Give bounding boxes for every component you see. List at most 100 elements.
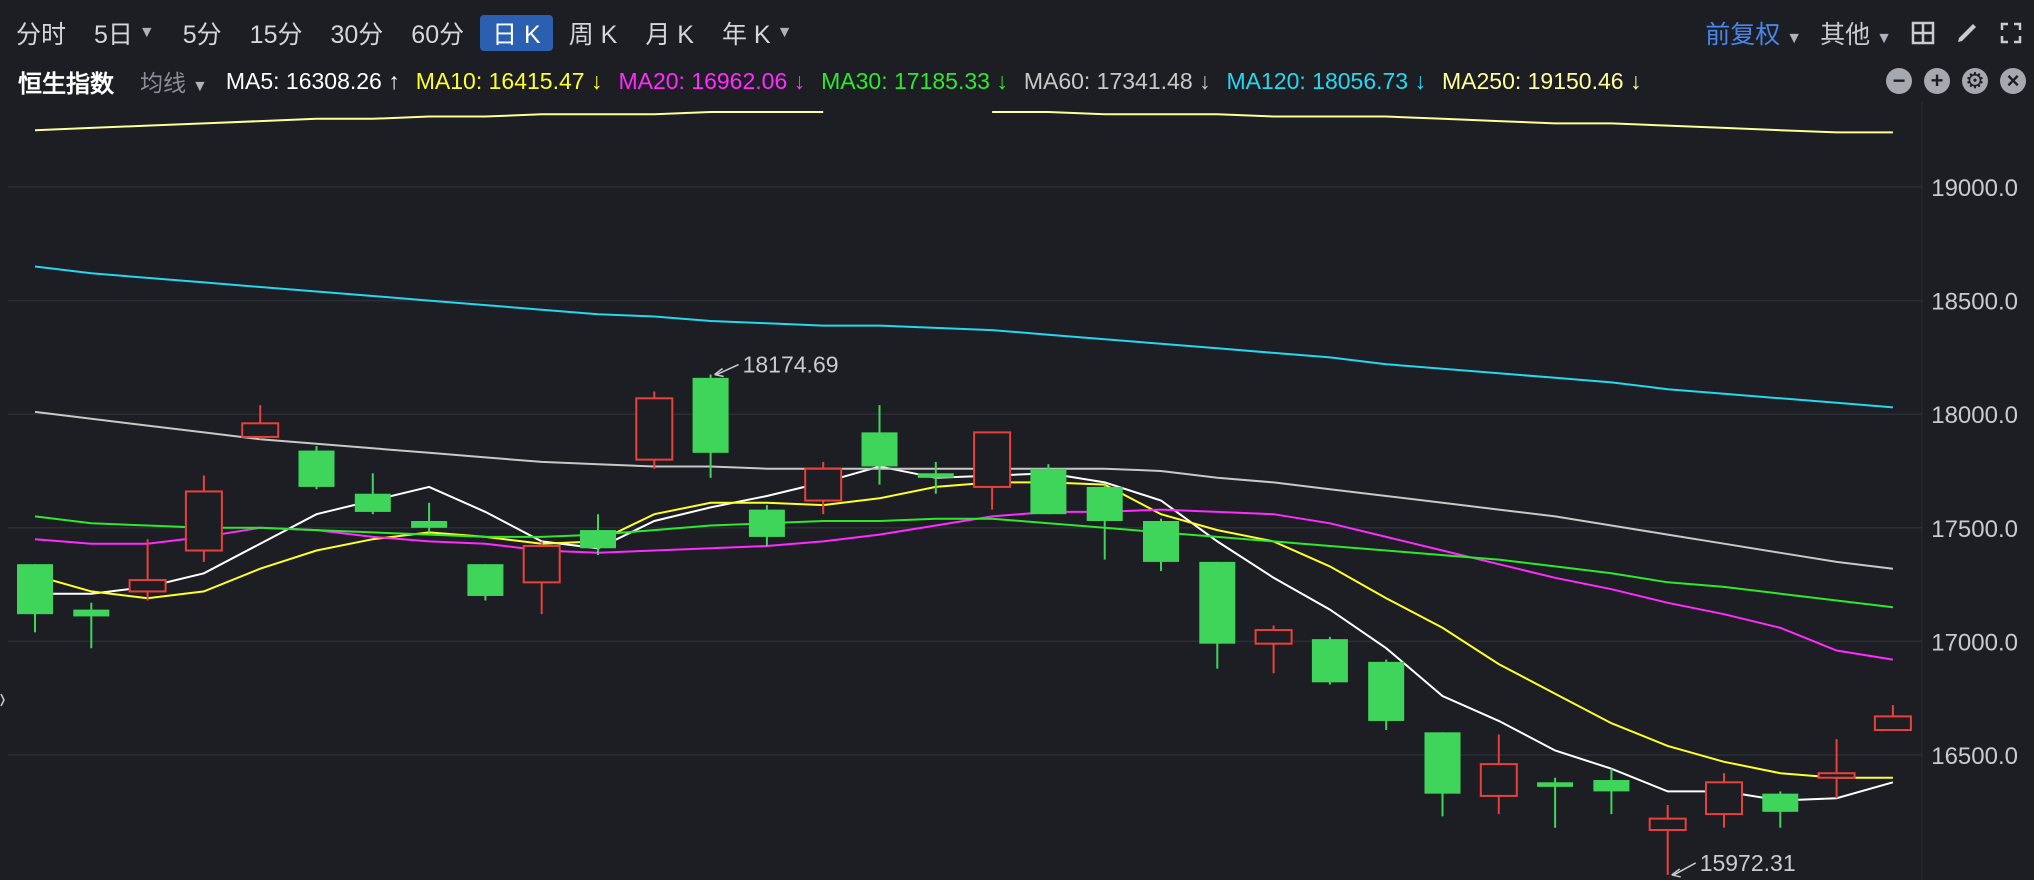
- candle: [1593, 768, 1630, 815]
- period-tab[interactable]: 30分: [318, 15, 395, 51]
- period-tab[interactable]: 分时: [4, 15, 78, 51]
- candle: [241, 405, 280, 440]
- period-tab-label: 月 K: [645, 21, 694, 49]
- candle: [17, 564, 53, 633]
- fullscreen-icon[interactable]: [1998, 20, 2024, 46]
- ma-line-ma60: [34, 410, 1894, 570]
- candle-body: [861, 432, 898, 467]
- period-tab[interactable]: 60分: [399, 15, 476, 51]
- toolbar-right: 前复权 ▼ 其他 ▼: [1705, 15, 2024, 51]
- annotation-label: 18174.69: [743, 352, 839, 378]
- candle-body: [973, 431, 1012, 488]
- ma-legend-item: MA30: 17185.33 ↓: [821, 67, 1008, 94]
- y-tick-label: 17500.0: [1931, 516, 2018, 543]
- zoom-out-icon[interactable]: −: [1886, 68, 1912, 94]
- period-tab-label: 60分: [411, 21, 465, 49]
- ma-legend-item: MA120: 18056.73 ↓: [1226, 67, 1426, 94]
- zoom-in-icon[interactable]: +: [1924, 68, 1950, 94]
- period-tab-label: 分时: [16, 21, 67, 49]
- candle: [973, 431, 1012, 510]
- period-tab[interactable]: 年 K ▼: [710, 15, 804, 51]
- candle-body: [1705, 781, 1743, 816]
- period-tab[interactable]: 周 K: [557, 15, 630, 51]
- ma-line-ma20: [34, 508, 1894, 661]
- candle: [804, 461, 843, 515]
- candle-body: [1030, 468, 1067, 515]
- candle-body: [17, 564, 53, 615]
- other-label: 其他: [1820, 21, 1871, 49]
- candle: [1648, 805, 1687, 875]
- other-dropdown[interactable]: 其他 ▼: [1820, 15, 1892, 51]
- ma-line-ma120: [34, 265, 1893, 409]
- candle-body: [1817, 772, 1856, 779]
- candlestick-chart: 19000.0 18500.0 18000.0 17500.0 17000.0 16500…: [8, 102, 2018, 880]
- index-name: 恒生指数: [18, 70, 114, 98]
- adjust-label: 前复权: [1705, 21, 1781, 49]
- candle-body: [128, 579, 167, 593]
- ma-toggle-dropdown[interactable]: 均线 ▼: [140, 64, 208, 98]
- ma-line-ma5: [35, 465, 1894, 802]
- y-tick-label: 16500.0: [1931, 743, 2018, 770]
- period-tab-label: 5日: [94, 21, 133, 49]
- candle: [635, 391, 674, 469]
- candle-body: [1424, 732, 1461, 794]
- period-tab[interactable]: 月 K: [633, 15, 706, 51]
- candle-body: [1199, 561, 1236, 644]
- candle-body: [1648, 817, 1687, 832]
- period-toolbar: 分时 5日 ▼ 5分 15分 30分 60分日 K 周 K 月 K 年 K ▼: [0, 0, 2034, 66]
- close-icon[interactable]: ×: [2000, 68, 2026, 94]
- candle: [692, 374, 729, 478]
- period-tab[interactable]: 5分: [171, 15, 234, 51]
- candle-body: [184, 490, 223, 552]
- period-tab-label: 15分: [249, 21, 303, 49]
- settings-gear-icon[interactable]: ⚙: [1962, 68, 1988, 94]
- candle: [1479, 734, 1518, 815]
- candle: [298, 446, 335, 490]
- candle-body: [73, 609, 110, 617]
- chevron-down-icon: ▼: [192, 78, 208, 95]
- y-tick-label: 17000.0: [1931, 629, 2018, 656]
- period-tab[interactable]: 5日 ▼: [82, 15, 167, 51]
- candle-body: [748, 509, 785, 537]
- chevron-down-icon: ▼: [1786, 30, 1803, 47]
- candle-body: [298, 450, 335, 487]
- extreme-annotation: 15972.31: [1671, 850, 1796, 878]
- candle-body: [917, 473, 954, 478]
- candle-body: [354, 493, 391, 512]
- candle-body: [411, 520, 448, 528]
- candle-body: [241, 422, 280, 438]
- candle-body: [635, 397, 674, 461]
- chevron-down-icon: ▼: [776, 24, 793, 41]
- candle: [1143, 518, 1179, 571]
- extreme-annotation: 18174.69: [714, 352, 839, 378]
- candle-body: [1311, 639, 1348, 683]
- candle-body: [522, 544, 561, 584]
- candle-body: [1873, 715, 1912, 732]
- candle: [1199, 561, 1236, 669]
- chevron-down-icon: ▼: [138, 24, 155, 41]
- candle: [861, 405, 898, 485]
- candle: [917, 461, 954, 494]
- y-tick-label: 19000.0: [1931, 175, 2018, 202]
- period-tab[interactable]: 15分: [238, 15, 315, 51]
- candle-body: [1254, 629, 1293, 645]
- ma-legend-item: MA250: 19150.46 ↓: [1441, 67, 1642, 94]
- candle-body: [804, 467, 843, 502]
- candle: [1817, 739, 1856, 799]
- layout-grid-icon[interactable]: [1910, 20, 1936, 46]
- candle: [1705, 773, 1743, 828]
- draw-pen-icon[interactable]: [1954, 20, 1980, 46]
- collapse-handle-icon[interactable]: [0, 680, 6, 720]
- candle: [1537, 777, 1574, 828]
- y-tick-label: 18500.0: [1931, 289, 2018, 316]
- period-tab[interactable]: 日 K: [480, 15, 553, 51]
- y-tick-label: 18000.0: [1931, 402, 2018, 429]
- period-tab-label: 30分: [330, 21, 384, 49]
- period-tab-label: 周 K: [568, 21, 618, 49]
- candle: [1873, 705, 1912, 732]
- ma-legend-item: MA10: 16415.47 ↓: [415, 67, 603, 94]
- chevron-down-icon: ▼: [1876, 30, 1892, 47]
- candle: [1762, 791, 1799, 828]
- adjust-dropdown[interactable]: 前复权 ▼: [1705, 15, 1802, 51]
- ma-legend-item: MA20: 16962.06 ↓: [618, 67, 806, 94]
